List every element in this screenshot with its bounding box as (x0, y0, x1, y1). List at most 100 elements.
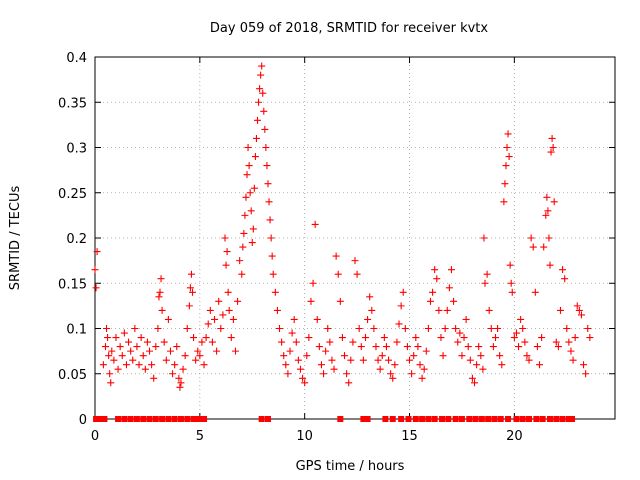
data-point (189, 288, 196, 296)
zero-flag-point (364, 416, 371, 422)
data-point (519, 325, 527, 332)
data-point (301, 379, 309, 387)
data-point (460, 334, 468, 342)
data-point (307, 297, 315, 305)
x-tick-label: 20 (506, 429, 523, 444)
zero-flag-point (171, 416, 178, 422)
data-point (187, 270, 195, 278)
y-tick-label: 0.3 (66, 142, 87, 157)
data-point (332, 252, 340, 260)
data-point (580, 361, 588, 369)
data-point (523, 352, 531, 360)
data-point (101, 343, 109, 351)
data-point (256, 85, 264, 93)
data-point (122, 361, 130, 369)
y-tick-label: 0.05 (58, 368, 87, 383)
data-point (336, 297, 344, 305)
data-point (525, 356, 533, 364)
data-point (273, 306, 281, 314)
data-point (397, 302, 405, 310)
data-point (552, 338, 560, 346)
data-point (483, 270, 491, 278)
data-point (370, 325, 378, 332)
data-point (155, 293, 163, 301)
data-point (173, 343, 181, 351)
data-point (380, 334, 388, 342)
data-point (504, 130, 512, 138)
data-point (269, 270, 277, 278)
data-point (179, 365, 187, 373)
data-point (105, 352, 113, 360)
data-point (240, 229, 248, 237)
zero-flag-point (337, 416, 344, 422)
zero-flag-point (513, 416, 520, 422)
data-point (374, 356, 382, 364)
data-point (426, 297, 434, 305)
data-point (322, 347, 330, 355)
data-point (156, 288, 164, 296)
data-point (208, 338, 216, 346)
zero-flag-point (431, 416, 438, 422)
data-point (418, 374, 426, 382)
data-point (131, 325, 139, 332)
data-point (219, 311, 227, 319)
data-point (146, 347, 154, 355)
data-point (416, 361, 424, 369)
data-point (135, 361, 143, 369)
data-point (435, 306, 443, 314)
data-point (328, 356, 336, 364)
data-point (452, 325, 460, 332)
zero-flag-point (121, 416, 128, 422)
data-point (441, 325, 449, 332)
data-point (238, 270, 246, 278)
data-point (162, 356, 170, 364)
data-point (480, 234, 488, 242)
data-point (296, 365, 304, 373)
zero-flag-point (539, 416, 546, 422)
data-point (202, 334, 210, 342)
data-point (104, 334, 112, 342)
data-point (93, 248, 101, 256)
zero-flag-point (553, 416, 560, 422)
data-point (288, 329, 296, 337)
data-point (303, 352, 311, 360)
data-point (582, 370, 590, 378)
zero-flag-point (140, 416, 147, 422)
data-point (569, 356, 577, 364)
data-point (181, 352, 189, 360)
data-point (164, 315, 172, 323)
zero-flag-point (478, 416, 485, 422)
data-point (471, 379, 479, 387)
data-point (412, 334, 420, 342)
data-point (351, 257, 359, 265)
zero-flag-point (569, 416, 576, 422)
zero-flag-point (547, 416, 553, 422)
data-point (177, 379, 185, 387)
data-point (211, 315, 219, 323)
data-point (505, 153, 513, 161)
data-point (468, 374, 476, 382)
data-point (410, 352, 418, 360)
data-point (108, 347, 116, 355)
zero-flag-point (412, 416, 419, 422)
x-tick-label: 10 (296, 429, 313, 444)
data-point (494, 325, 502, 332)
data-point (545, 234, 553, 242)
data-point (315, 343, 323, 351)
data-point (399, 288, 407, 296)
y-tick-label: 0 (79, 413, 87, 428)
data-point (506, 261, 514, 269)
data-point (364, 315, 372, 323)
data-point (496, 352, 504, 360)
data-point (258, 62, 266, 70)
data-point (223, 248, 231, 256)
data-point (485, 306, 493, 314)
data-point (127, 347, 135, 355)
data-point (254, 116, 261, 124)
data-point (475, 343, 483, 351)
data-point (343, 370, 351, 378)
data-point (510, 334, 518, 342)
zero-flag-point (101, 416, 108, 422)
data-point (542, 211, 550, 219)
